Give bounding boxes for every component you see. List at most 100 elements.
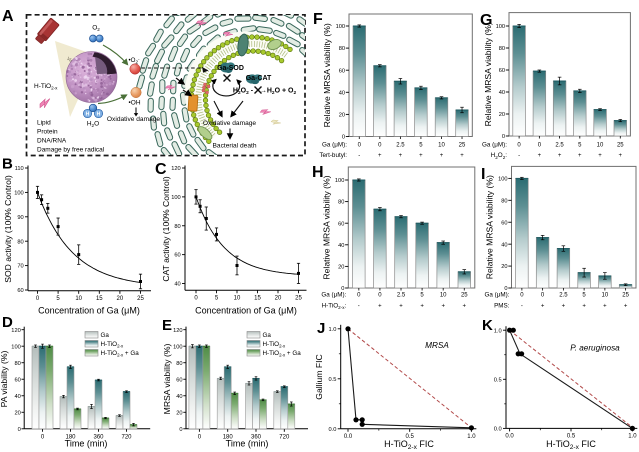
svg-text:60: 60 <box>17 288 23 294</box>
svg-text:J: J <box>317 320 325 337</box>
svg-text:Relative MRSA viability (%): Relative MRSA viability (%) <box>483 22 493 126</box>
svg-text:0: 0 <box>342 135 345 141</box>
svg-text:B: B <box>2 156 13 173</box>
svg-text:H-TiO2-x: H-TiO2-x <box>263 341 286 348</box>
svg-text:+: + <box>578 153 582 159</box>
svg-text:25: 25 <box>295 295 302 301</box>
svg-text:100: 100 <box>496 24 506 30</box>
svg-text:Ga (μM):: Ga (μM): <box>482 141 507 148</box>
svg-text:E: E <box>162 317 172 334</box>
svg-text:0.0: 0.0 <box>344 434 353 440</box>
svg-text:+: + <box>541 304 545 310</box>
svg-text:20: 20 <box>117 296 124 302</box>
svg-text:25: 25 <box>459 142 466 148</box>
svg-text:180: 180 <box>223 434 234 440</box>
svg-text:P. aeruginosa: P. aeruginosa <box>570 344 620 353</box>
svg-text:80: 80 <box>14 361 20 367</box>
svg-text:100: 100 <box>173 344 183 350</box>
svg-text:120: 120 <box>171 166 181 172</box>
svg-text:-: - <box>518 153 520 159</box>
svg-text:-: - <box>521 304 523 310</box>
svg-text:+: + <box>399 153 403 159</box>
svg-text:H-TiO2-x + Ga: H-TiO2-x + Ga <box>263 350 302 357</box>
svg-text:100: 100 <box>171 195 181 201</box>
svg-text:MRSA viability (%): MRSA viability (%) <box>162 344 172 415</box>
svg-text:1.0: 1.0 <box>467 434 476 440</box>
svg-text:0: 0 <box>198 434 202 440</box>
svg-text:-: - <box>358 304 360 310</box>
svg-text:+: + <box>598 153 602 159</box>
svg-text:60: 60 <box>339 68 345 74</box>
svg-text:80: 80 <box>338 200 344 206</box>
svg-text:Protein: Protein <box>37 129 58 136</box>
svg-text:Relative MRSA viability (%): Relative MRSA viability (%) <box>322 175 332 279</box>
svg-text:A: A <box>2 8 14 25</box>
svg-text:•OH: •OH <box>128 100 140 107</box>
svg-text:2.5: 2.5 <box>397 293 406 299</box>
svg-text:SOD activity (100% Control): SOD activity (100% Control) <box>3 175 13 283</box>
svg-text:+: + <box>419 153 423 159</box>
svg-text:0: 0 <box>41 434 45 440</box>
svg-text:360: 360 <box>251 434 262 440</box>
svg-text:0.5: 0.5 <box>494 377 502 383</box>
svg-text:120: 120 <box>11 328 21 334</box>
svg-text:H-TiO2-x: H-TiO2-x <box>101 341 124 348</box>
svg-text:+: + <box>562 304 566 310</box>
svg-text:+: + <box>399 304 403 310</box>
svg-text:Relative MRSA viability (%): Relative MRSA viability (%) <box>485 175 495 279</box>
svg-text:180: 180 <box>65 434 76 440</box>
svg-text:60: 60 <box>176 377 182 383</box>
svg-text:25: 25 <box>622 293 629 299</box>
svg-text:80: 80 <box>339 46 345 52</box>
svg-text:10: 10 <box>602 293 609 299</box>
svg-text:H-TiO2-x FIC: H-TiO2-x FIC <box>546 439 596 451</box>
svg-text:F: F <box>313 11 323 28</box>
svg-text:D: D <box>2 314 13 331</box>
svg-text:40: 40 <box>339 90 345 96</box>
svg-text:0.0: 0.0 <box>505 434 514 440</box>
svg-text:Ga (μM):: Ga (μM): <box>322 141 347 148</box>
svg-text:40: 40 <box>174 282 180 288</box>
svg-text:20: 20 <box>499 112 505 118</box>
svg-text:Ga (μM):: Ga (μM): <box>485 292 510 299</box>
svg-text:0: 0 <box>18 427 21 433</box>
svg-text:720: 720 <box>279 434 290 440</box>
svg-text:2.5: 2.5 <box>555 142 564 148</box>
svg-text:10: 10 <box>438 142 445 148</box>
svg-text:0: 0 <box>36 296 40 302</box>
svg-text:Lipid: Lipid <box>37 120 51 127</box>
svg-text:15: 15 <box>96 296 103 302</box>
svg-text:0.5: 0.5 <box>328 377 336 383</box>
svg-text:Ga (μM):: Ga (μM): <box>321 292 346 299</box>
svg-text:10: 10 <box>597 142 604 148</box>
svg-text:25: 25 <box>137 296 144 302</box>
svg-text:15: 15 <box>254 295 261 301</box>
svg-text:H-TiO2-x + Ga: H-TiO2-x + Ga <box>101 350 140 357</box>
svg-text:H: H <box>86 112 90 118</box>
svg-text:PMS:: PMS: <box>494 303 510 310</box>
svg-text:+: + <box>582 304 586 310</box>
svg-text:60: 60 <box>174 253 180 259</box>
svg-text:G: G <box>480 12 492 29</box>
svg-text:0: 0 <box>502 134 505 140</box>
svg-text:•O2-: •O2- <box>128 56 140 64</box>
svg-text:Time (min): Time (min) <box>226 439 269 449</box>
svg-text:H2​O2​ -: H2​O2​ - <box>233 88 254 97</box>
svg-text:PA viability (%): PA viability (%) <box>0 351 9 408</box>
svg-text:0: 0 <box>179 427 182 433</box>
svg-text:0: 0 <box>341 286 344 292</box>
svg-text:25: 25 <box>617 142 624 148</box>
svg-text:80: 80 <box>176 361 182 367</box>
svg-text:40: 40 <box>338 243 344 249</box>
svg-text:1.0: 1.0 <box>628 434 637 440</box>
svg-text:720: 720 <box>121 434 132 440</box>
svg-text:H-TiO2-x FIC: H-TiO2-x FIC <box>384 439 434 451</box>
svg-text:80: 80 <box>17 239 23 245</box>
svg-text:0: 0 <box>520 293 524 299</box>
svg-text:20: 20 <box>338 265 344 271</box>
svg-text:+: + <box>624 304 628 310</box>
svg-text:H: H <box>312 164 324 181</box>
svg-text:20: 20 <box>339 113 345 119</box>
svg-text:Oxidative damage: Oxidative damage <box>203 120 256 127</box>
svg-text:5: 5 <box>56 296 60 302</box>
